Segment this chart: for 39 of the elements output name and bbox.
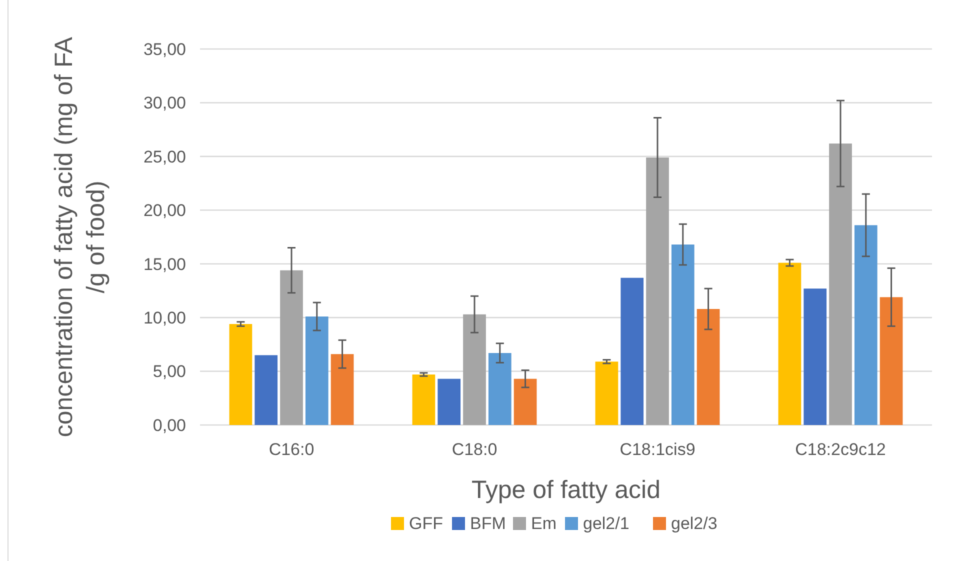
y-tick-label: 35,00 xyxy=(143,40,186,59)
bar xyxy=(514,378,537,425)
bar xyxy=(804,288,827,425)
bar xyxy=(671,244,694,425)
bar xyxy=(646,158,669,425)
y-tick-label: 0,00 xyxy=(152,416,186,435)
bar xyxy=(620,278,644,425)
bar xyxy=(854,225,878,425)
legend-label: gel2/3 xyxy=(671,514,718,533)
bar xyxy=(280,270,303,425)
bar xyxy=(488,353,512,425)
x-tick-label: C18:2c9c12 xyxy=(795,440,886,459)
x-tick-label: C16:0 xyxy=(268,440,314,459)
bar xyxy=(412,374,436,425)
bar xyxy=(463,314,486,425)
bar xyxy=(829,144,852,425)
bar xyxy=(229,324,252,425)
x-axis-title: Type of fatty acid xyxy=(472,476,660,504)
bar xyxy=(595,362,618,425)
legend-label: GFF xyxy=(409,514,443,533)
legend-label: BFM xyxy=(470,514,506,533)
y-tick-label: 5,00 xyxy=(152,362,186,382)
x-tick-label: C18:0 xyxy=(452,440,498,459)
legend-label: gel2/1 xyxy=(583,514,630,533)
bar xyxy=(330,354,354,425)
legend-label: Em xyxy=(531,514,556,533)
y-axis-title: concentration of fatty acid (mg of FA /g of food) xyxy=(50,36,110,438)
y-tick-label: 25,00 xyxy=(143,147,186,166)
y-tick-label: 15,00 xyxy=(143,254,186,274)
bar xyxy=(778,262,802,425)
bar xyxy=(438,378,461,425)
bar xyxy=(305,316,328,425)
y-tick-label: 10,00 xyxy=(143,308,186,328)
bar xyxy=(880,297,903,425)
y-tick-label: 20,00 xyxy=(143,201,186,220)
x-tick-label: C18:1cis9 xyxy=(620,440,696,459)
y-tick-label: 30,00 xyxy=(143,94,186,113)
bar xyxy=(254,355,278,425)
bar xyxy=(696,308,720,425)
